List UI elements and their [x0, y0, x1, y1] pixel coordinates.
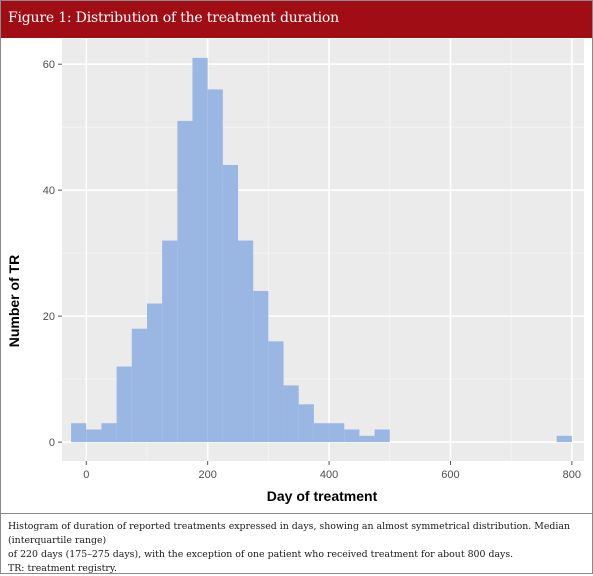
- histogram-bar: [86, 429, 102, 443]
- y-tick-label: 0: [49, 437, 55, 449]
- histogram-bar: [329, 423, 345, 443]
- histogram-bar: [222, 164, 239, 443]
- caption-divider: [1, 513, 592, 514]
- x-axis-ticks: 0 200 400 600 800: [83, 461, 581, 481]
- x-tick-label: 0: [83, 469, 89, 481]
- y-tick-label: 40: [43, 185, 55, 197]
- histogram-bar: [238, 240, 254, 443]
- x-tick-label: 200: [198, 469, 216, 481]
- histogram-bar: [283, 385, 299, 443]
- histogram-bar: [556, 435, 572, 443]
- histogram-bar: [268, 341, 284, 443]
- figure-title: Figure 1: Distribution of the treatment …: [8, 10, 339, 26]
- histogram-bar: [344, 429, 360, 443]
- histogram-bar: [131, 328, 147, 443]
- histogram-bar: [298, 404, 314, 443]
- x-tick-label: 800: [563, 469, 581, 481]
- histogram-bar: [313, 423, 330, 443]
- histogram-bar: [192, 57, 208, 443]
- caption-line: Histogram of duration of reported treatm…: [8, 521, 571, 546]
- histogram-bars: [71, 57, 572, 443]
- histogram-bar: [146, 303, 163, 443]
- caption-line: of 220 days (175–275 days), with the exc…: [8, 549, 514, 560]
- y-axis-ticks: 0 20 40 60: [43, 59, 62, 449]
- y-tick-label: 20: [43, 311, 55, 323]
- histogram-chart: 0 20 40 60 0 200 400 600 800 Day of treatment N…: [6, 0, 584, 504]
- histogram-bar: [116, 366, 132, 443]
- x-axis-label: Day of treatment: [267, 488, 378, 504]
- figure-caption: Histogram of duration of reported treatm…: [8, 520, 588, 576]
- histogram-bar: [207, 89, 223, 443]
- caption-line: TR: treatment registry.: [8, 563, 117, 574]
- figure-header: Figure 1: Distribution of the treatment …: [1, 1, 592, 38]
- x-tick-label: 600: [441, 469, 459, 481]
- y-axis-label: Number of TR: [6, 255, 22, 348]
- histogram-bar: [101, 423, 117, 443]
- histogram-bar: [162, 240, 178, 443]
- chart-area: 0 20 40 60 0 200 400 600 800 Day of treatment N…: [1, 0, 592, 513]
- histogram-bar: [253, 290, 269, 443]
- x-tick-label: 400: [320, 469, 338, 481]
- y-tick-label: 60: [43, 59, 55, 71]
- histogram-bar: [177, 120, 193, 443]
- histogram-bar: [374, 429, 390, 443]
- histogram-bar: [359, 435, 375, 443]
- histogram-bar: [71, 423, 87, 443]
